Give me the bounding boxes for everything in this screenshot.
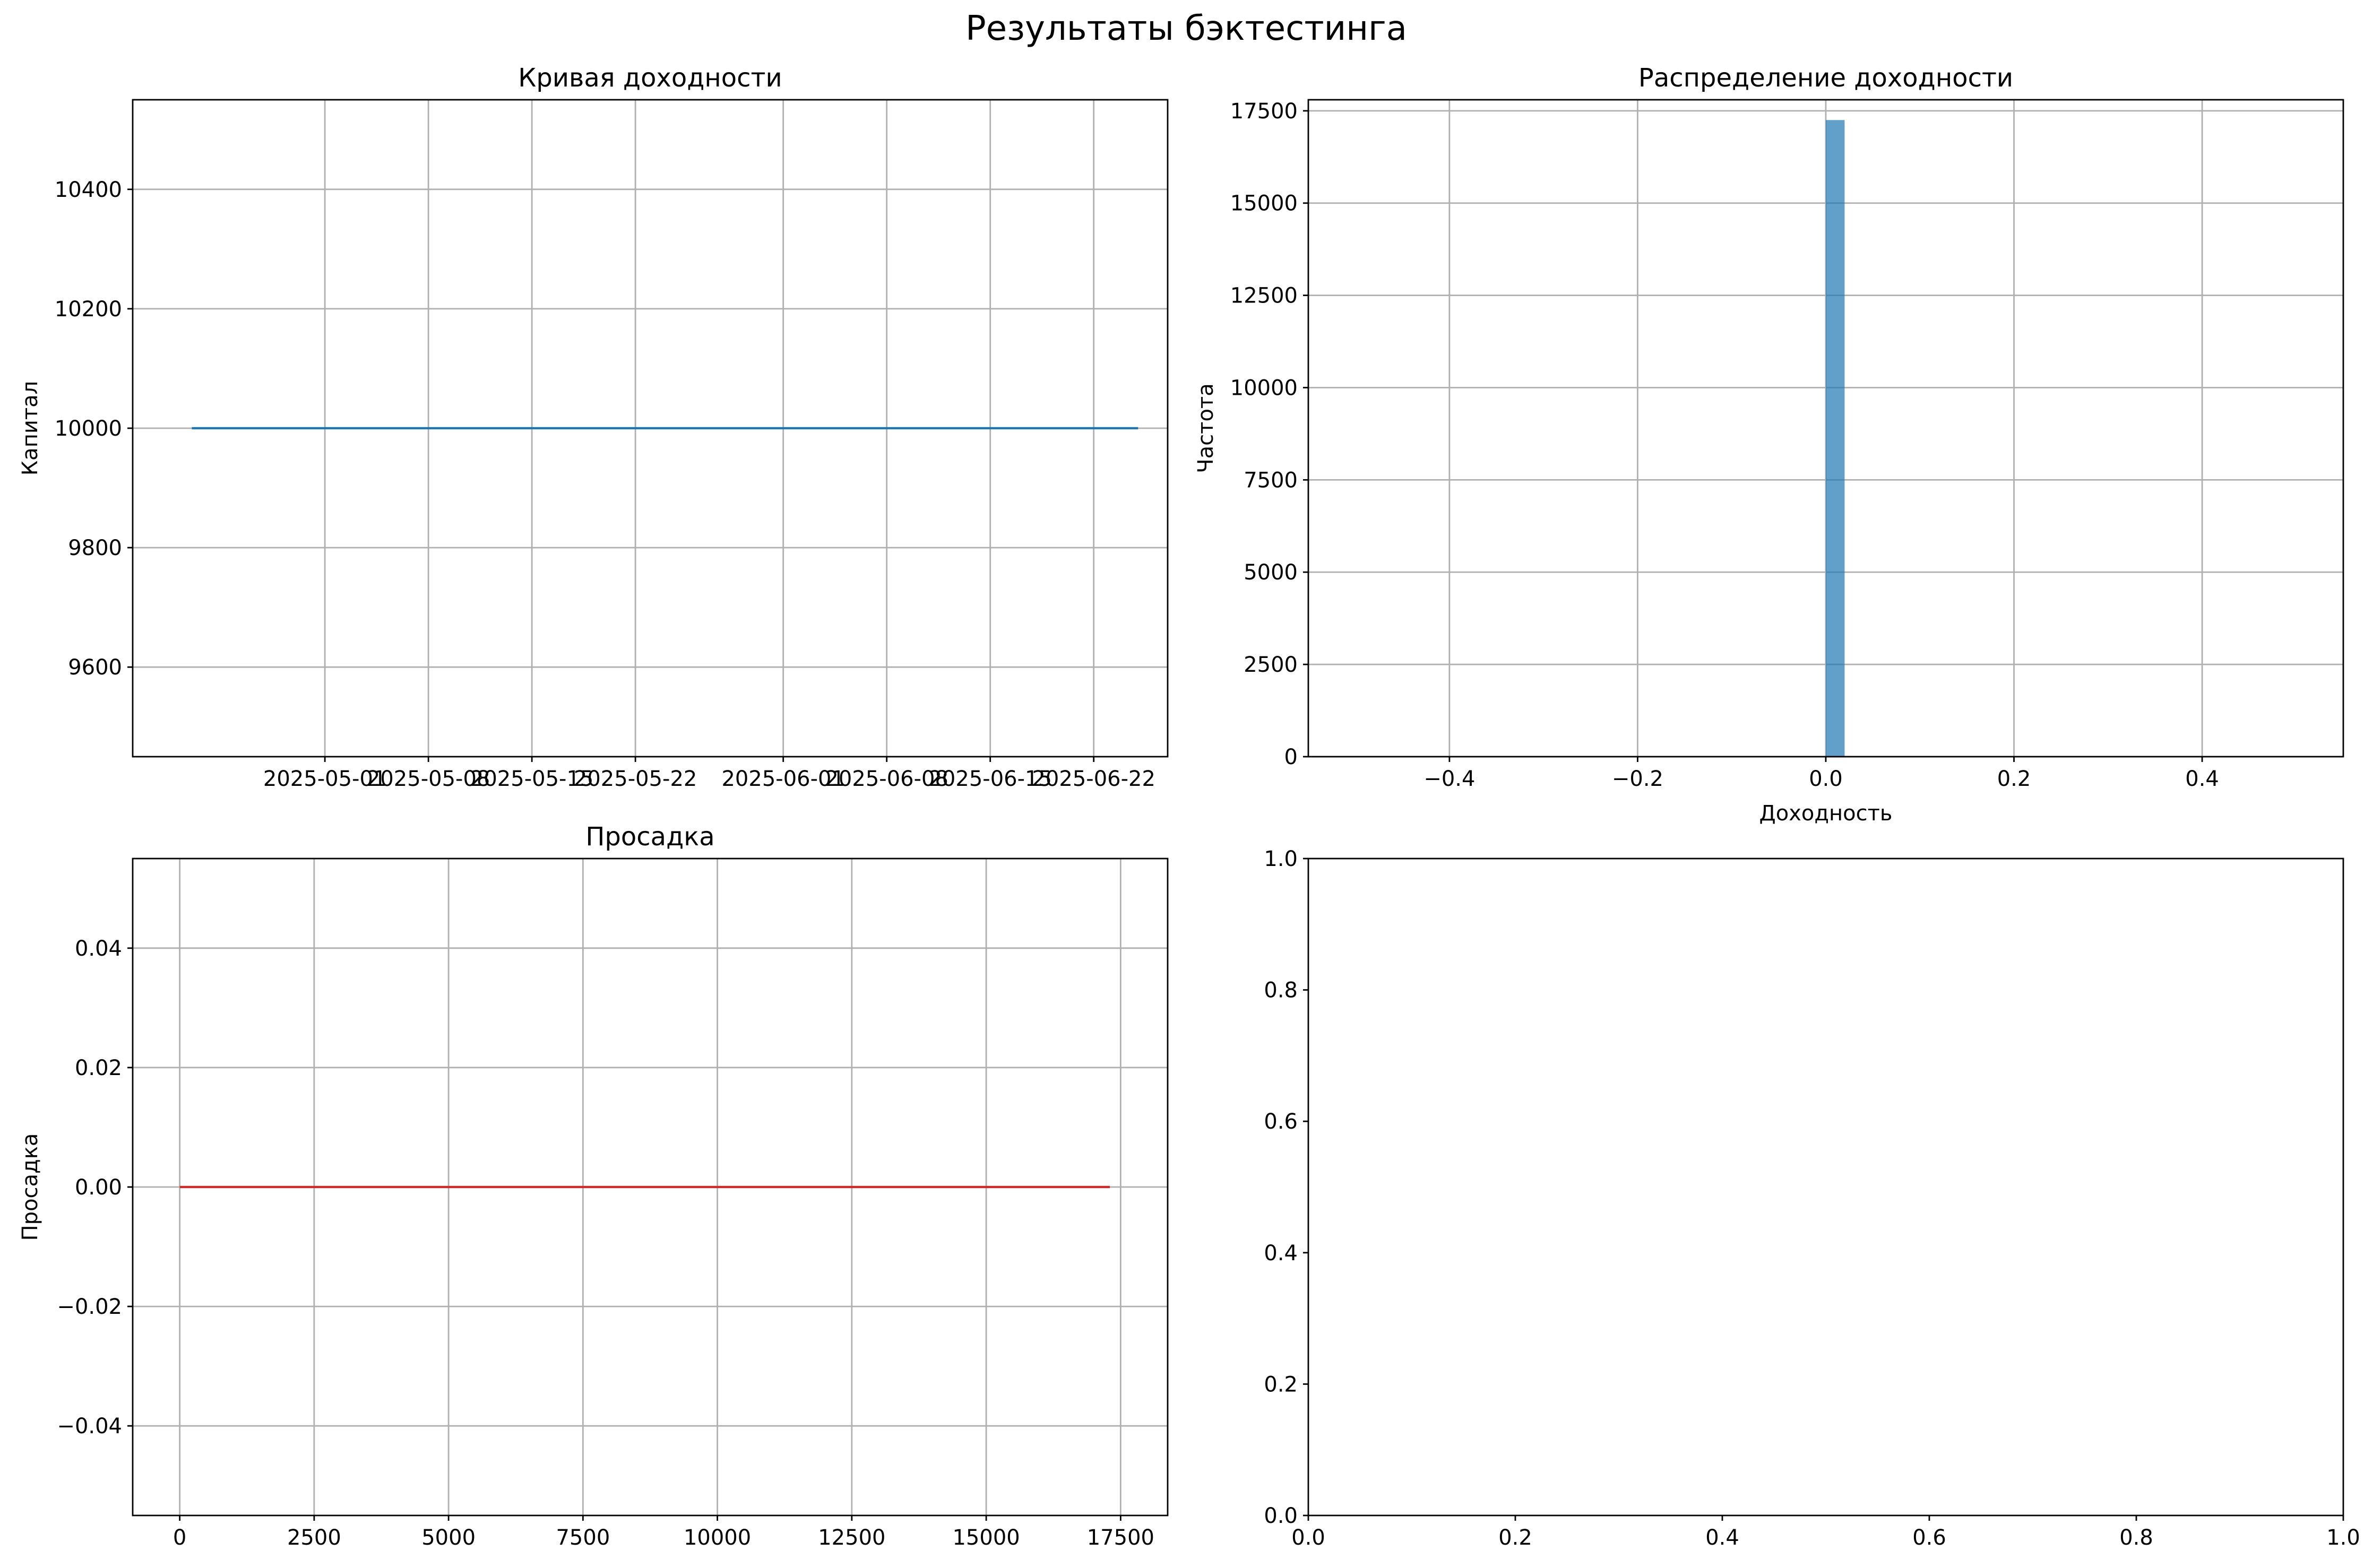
x-tick-label: 2025-06-08 bbox=[825, 767, 948, 791]
x-tick-label: 0.2 bbox=[1498, 1526, 1532, 1550]
panel-title: Распределение доходности bbox=[1638, 63, 2013, 93]
panel-title: Просадка bbox=[585, 822, 714, 852]
x-tick-label: 5000 bbox=[421, 1526, 476, 1550]
x-tick-label: 0 bbox=[173, 1526, 186, 1550]
x-tick-label: 0.2 bbox=[1997, 767, 2031, 791]
x-tick-label: 2025-05-15 bbox=[470, 767, 593, 791]
x-tick-label: 7500 bbox=[556, 1526, 610, 1550]
y-tick-label: 0.2 bbox=[1264, 1372, 1298, 1397]
y-tick-label: 0.04 bbox=[75, 937, 122, 961]
x-tick-label: 0.4 bbox=[1705, 1526, 1739, 1550]
y-tick-label: 0.00 bbox=[75, 1175, 122, 1200]
y-tick-label: 7500 bbox=[1244, 468, 1298, 492]
x-tick-label: 0.6 bbox=[1912, 1526, 1946, 1550]
figure-suptitle: Результаты бэктестинга bbox=[965, 9, 1407, 48]
x-tick-label: 2025-05-08 bbox=[367, 767, 490, 791]
x-tick-label: −0.4 bbox=[1423, 767, 1475, 791]
y-tick-label: 10400 bbox=[55, 178, 122, 202]
x-tick-label: 1.0 bbox=[2326, 1526, 2360, 1550]
x-tick-label: 2500 bbox=[287, 1526, 341, 1550]
y-tick-label: 10000 bbox=[55, 417, 122, 441]
x-tick-label: 0.0 bbox=[1291, 1526, 1325, 1550]
y-tick-label: 9600 bbox=[68, 655, 122, 680]
y-tick-label: 0.02 bbox=[75, 1056, 122, 1080]
empty-panel: 0.0 0.2 0.4 0.6 0.8 1.0 0.0 0.2 0.4 0.6 0.8 1.0 bbox=[1264, 847, 2360, 1550]
y-tick-label: 10200 bbox=[55, 297, 122, 322]
panel-title: Кривая доходности bbox=[518, 63, 782, 93]
x-tick-label: 15000 bbox=[952, 1526, 1020, 1550]
y-tick-label: 2500 bbox=[1244, 653, 1298, 677]
x-axis-label: Доходность bbox=[1759, 801, 1892, 826]
y-tick-label: 0.8 bbox=[1264, 978, 1298, 1003]
drawdown-panel: 0 2500 5000 7500 10000 12500 15000 17500 −0.04 −0… bbox=[18, 822, 1169, 1550]
y-tick-label: 0.6 bbox=[1264, 1110, 1298, 1134]
x-tick-label: 10000 bbox=[684, 1526, 751, 1550]
y-axis-label: Просадка bbox=[18, 1133, 42, 1241]
y-tick-label: 17500 bbox=[1230, 99, 1298, 124]
x-tick-label: 2025-06-22 bbox=[1032, 767, 1155, 791]
histogram-bar bbox=[1826, 120, 1845, 757]
x-tick-label: 12500 bbox=[818, 1526, 885, 1550]
x-tick-label: 0.8 bbox=[2119, 1526, 2153, 1550]
returns-distribution-panel: −0.4 −0.2 0.0 0.2 0.4 0 2500 5000 7500 10000 12500… bbox=[1194, 63, 2344, 826]
y-tick-label: 0.4 bbox=[1264, 1241, 1298, 1266]
x-tick-label: 17500 bbox=[1087, 1526, 1154, 1550]
y-tick-label: 15000 bbox=[1230, 192, 1298, 216]
y-tick-label: −0.02 bbox=[57, 1295, 122, 1319]
y-axis-label: Частота bbox=[1194, 383, 1218, 473]
x-tick-label: 2025-05-22 bbox=[574, 767, 697, 791]
x-tick-label: 0.4 bbox=[2185, 767, 2219, 791]
y-tick-label: 1.0 bbox=[1264, 847, 1298, 871]
axes-frame bbox=[1307, 857, 2344, 1517]
y-tick-label: 10000 bbox=[1230, 376, 1298, 400]
equity-curve-panel: 2025-05-012025-05-082025-05-152025-05-22… bbox=[18, 63, 1169, 791]
x-tick-label: 2025-05-01 bbox=[263, 767, 386, 791]
y-tick-label: 0.0 bbox=[1264, 1504, 1298, 1528]
y-axis-label: Капитал bbox=[18, 381, 42, 475]
x-tick-label: 0.0 bbox=[1809, 767, 1843, 791]
x-tick-label: 2025-06-15 bbox=[928, 767, 1051, 791]
x-tick-label: −0.2 bbox=[1612, 767, 1663, 791]
x-tick-label: 2025-06-01 bbox=[721, 767, 844, 791]
y-tick-label: 9800 bbox=[68, 536, 122, 560]
y-tick-label: 0 bbox=[1284, 745, 1298, 769]
y-tick-label: 5000 bbox=[1244, 560, 1298, 585]
y-tick-label: −0.04 bbox=[57, 1414, 122, 1439]
y-tick-label: 12500 bbox=[1230, 284, 1298, 308]
